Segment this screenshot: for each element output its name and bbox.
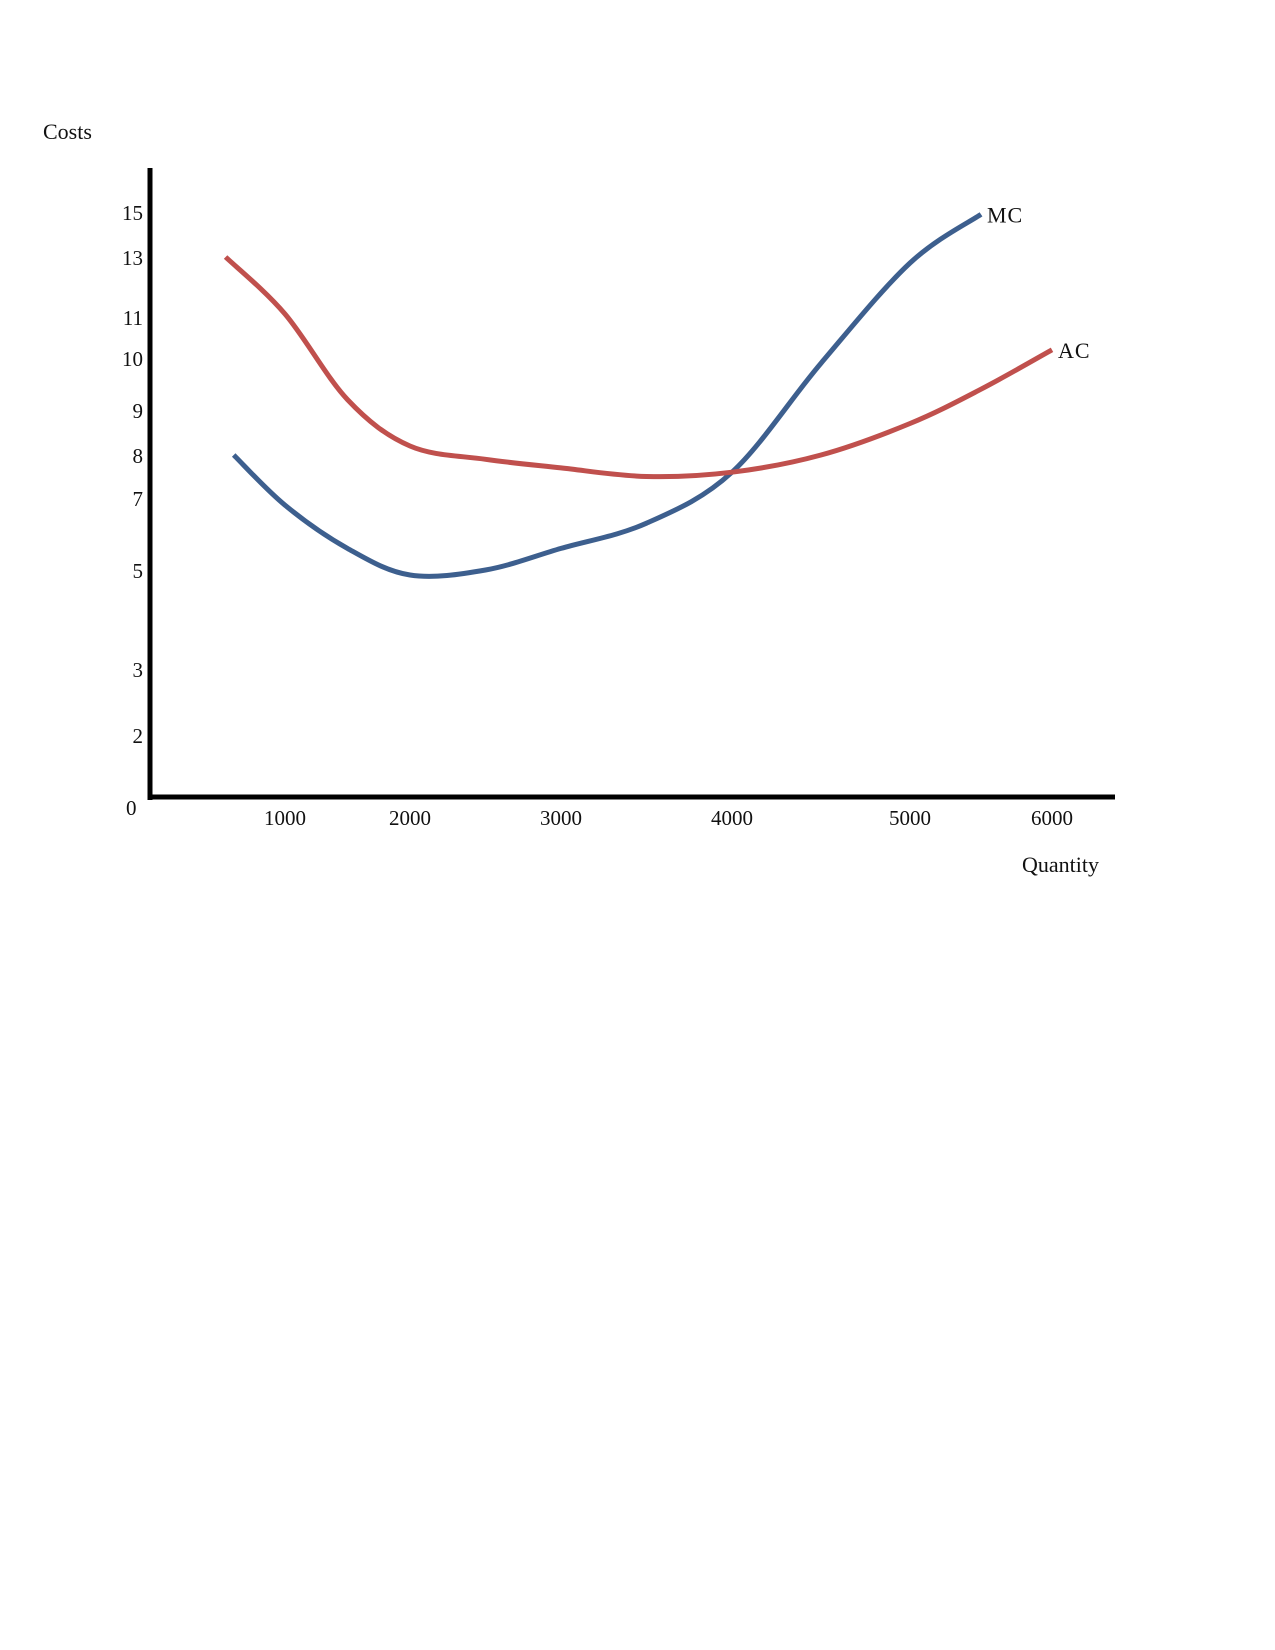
series-label-ac: AC — [1058, 338, 1091, 363]
x-tick-label: 2000 — [389, 806, 431, 830]
y-tick-label: 2 — [133, 724, 144, 748]
x-tick-label: 6000 — [1031, 806, 1073, 830]
y-tick-label: 10 — [122, 347, 143, 371]
y-tick-label: 3 — [133, 658, 144, 682]
x-tick-labels: 1000 2000 3000 4000 5000 6000 — [264, 806, 1073, 830]
y-tick-labels: 2 3 5 7 8 9 10 11 13 15 — [122, 201, 143, 748]
y-tick-label: 8 — [133, 444, 144, 468]
y-axis-title: Costs — [43, 119, 92, 144]
y-tick-label: 11 — [123, 306, 143, 330]
y-tick-label: 9 — [133, 399, 144, 423]
x-tick-label: 1000 — [264, 806, 306, 830]
x-tick-label: 5000 — [889, 806, 931, 830]
x-axis-title: Quantity — [1022, 852, 1099, 877]
series-line-mc — [231, 212, 983, 579]
series-line-ac — [223, 255, 1054, 480]
x-tick-label: 4000 — [711, 806, 753, 830]
series-label-mc: MC — [987, 202, 1023, 227]
series-layer: MC AC — [223, 202, 1091, 579]
y-tick-label: 7 — [133, 487, 144, 511]
y-tick-label: 15 — [122, 201, 143, 225]
origin-label: 0 — [126, 796, 137, 820]
y-tick-label: 5 — [133, 559, 144, 583]
y-tick-label: 13 — [122, 246, 143, 270]
x-tick-label: 3000 — [540, 806, 582, 830]
